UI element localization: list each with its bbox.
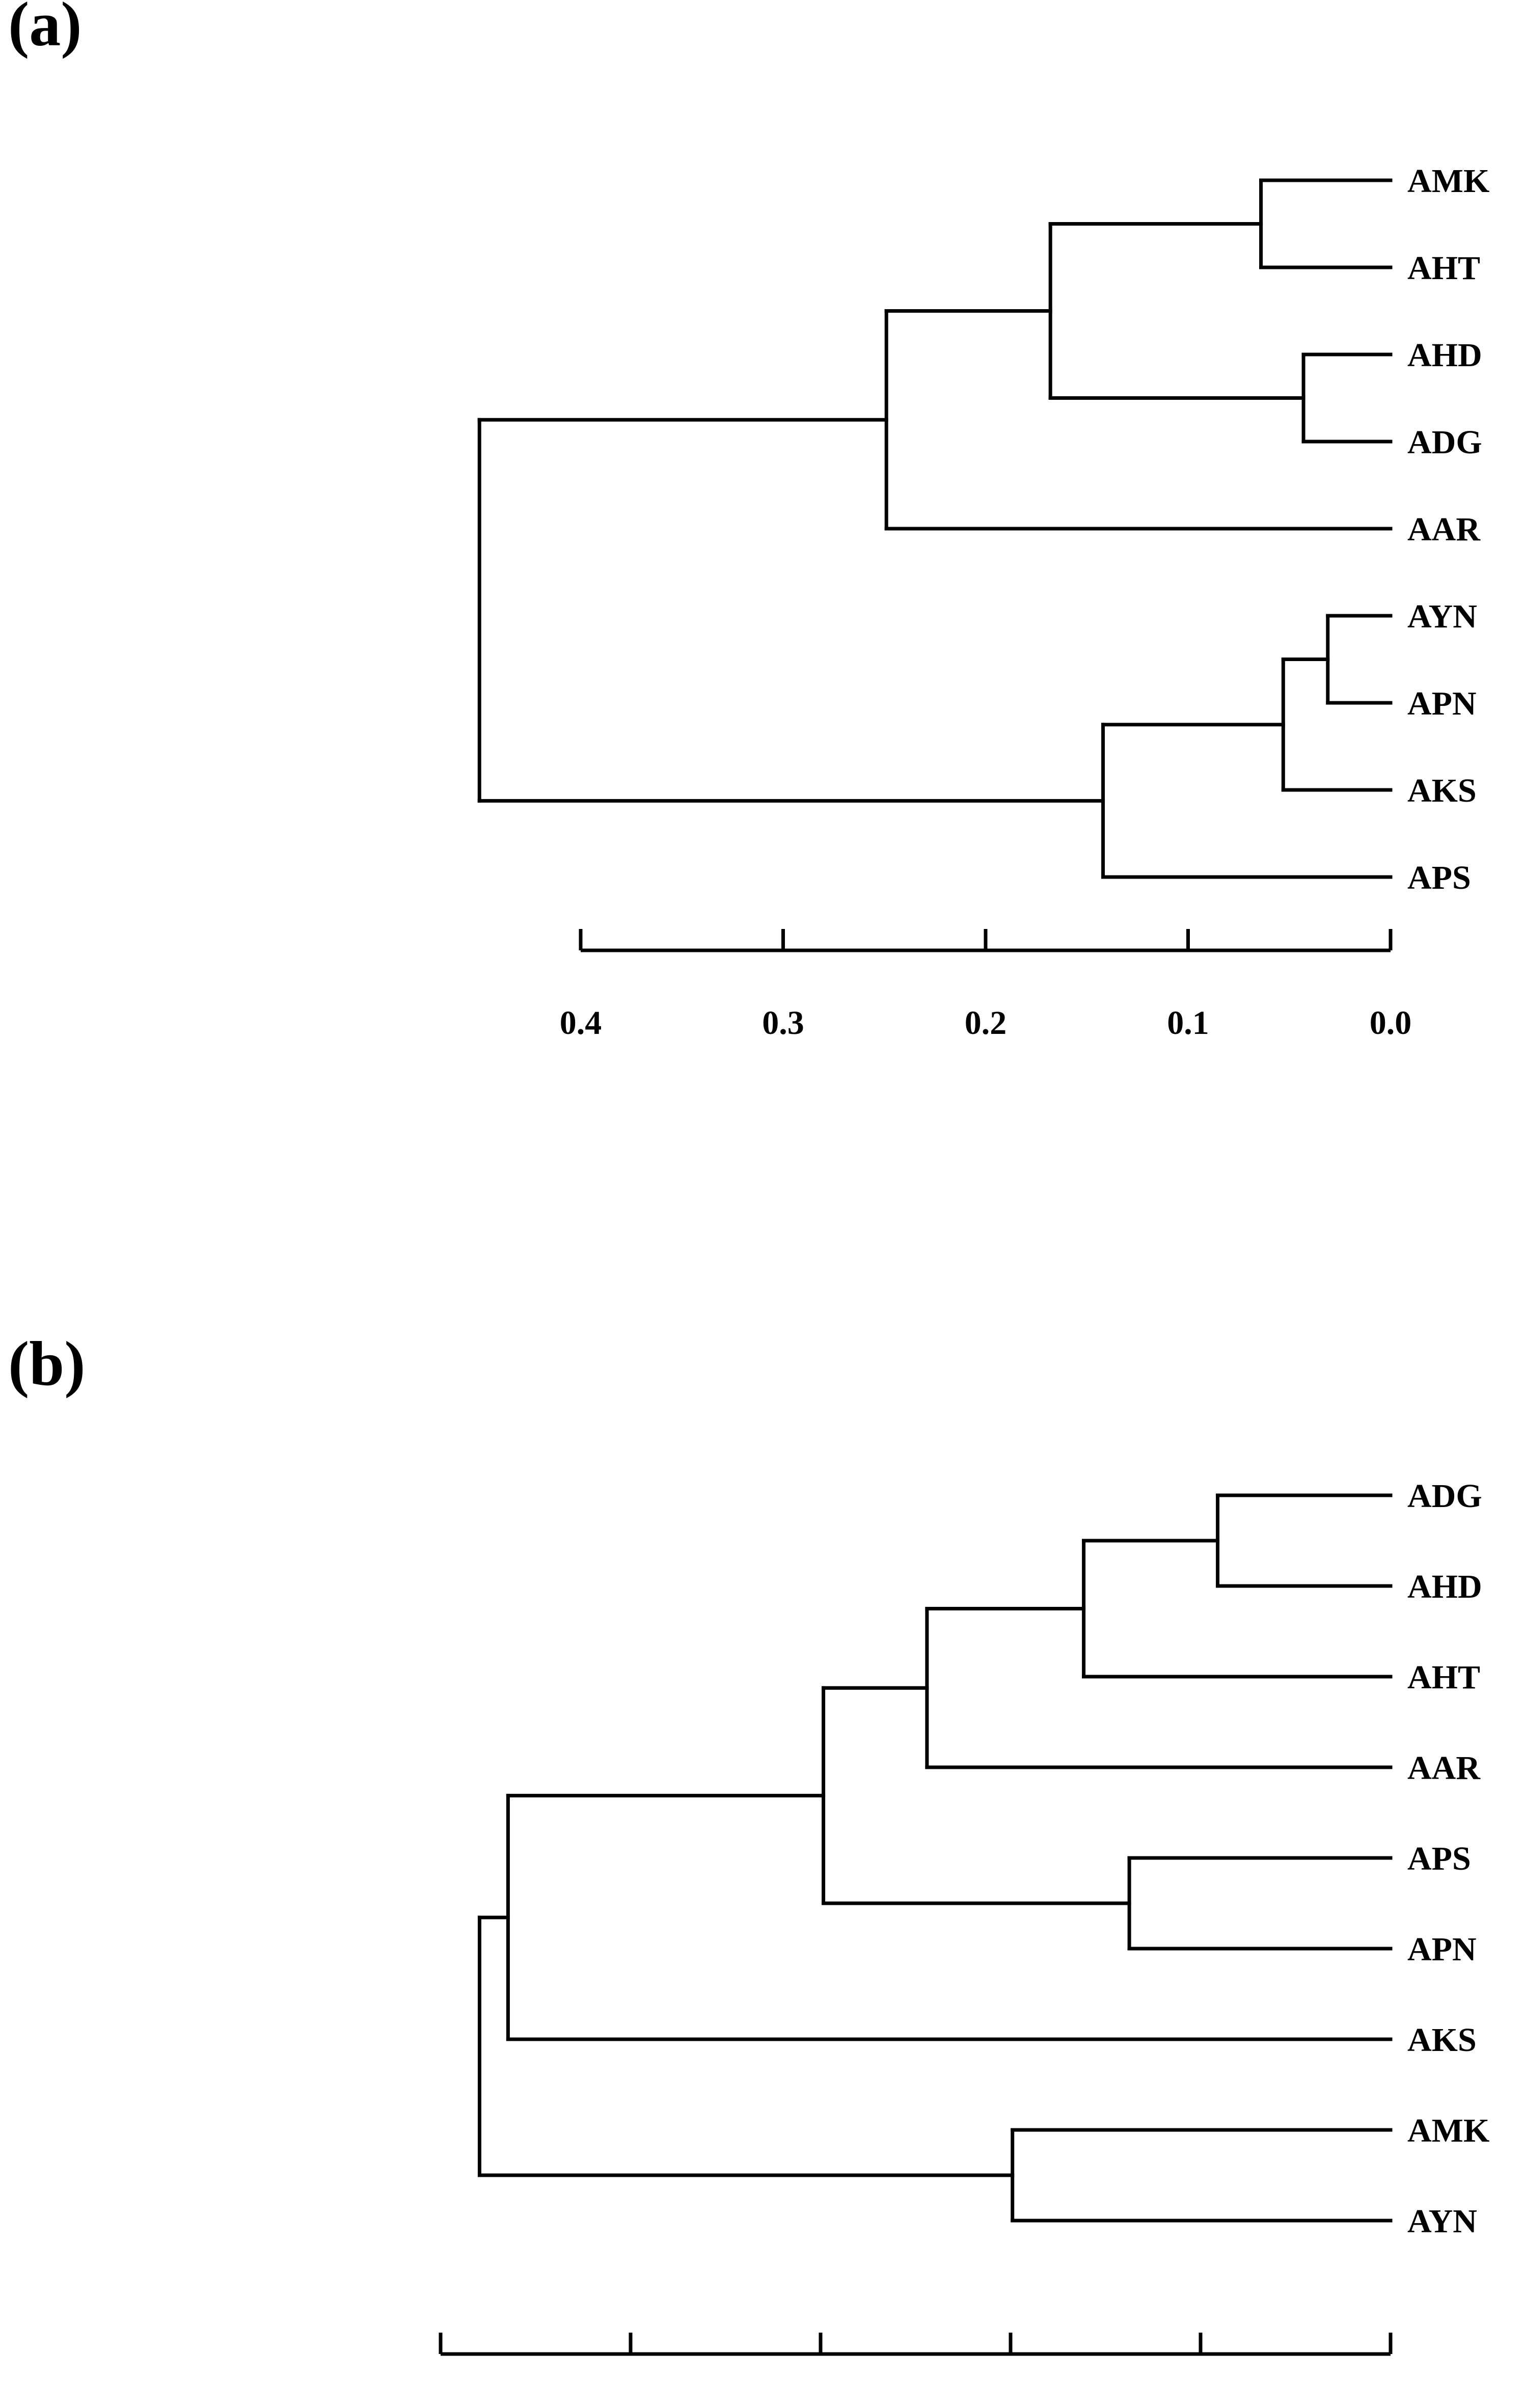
leaf-label-apn: APN	[1407, 1931, 1477, 1968]
leaf-label-aar: AAR	[1407, 511, 1481, 548]
leaf-label-amk: AMK	[1407, 162, 1489, 200]
leaf-label-adg: ADG	[1407, 1477, 1482, 1515]
leaf-label-ayn: AYN	[1407, 598, 1477, 635]
panel-a-label: (a)	[8, 0, 82, 59]
leaf-label-ahd: AHD	[1407, 337, 1482, 374]
x-tick-label-a-0: 0.4	[560, 1004, 602, 1042]
leaf-label-aht: AHT	[1407, 1659, 1480, 1696]
dendrogram-a: AMK AHT AHD ADG AAR AYN APN AKS APS 0.4 0.3 0.2 0.1 0…	[477, 162, 1489, 1042]
leaf-label-amk: AMK	[1407, 2112, 1489, 2149]
leaf-label-adg: ADG	[1407, 424, 1482, 461]
leaf-label-aps: APS	[1407, 1840, 1471, 1877]
x-tick-label-a-3: 0.1	[1167, 1004, 1209, 1042]
leaf-label-ahd: AHD	[1407, 1568, 1482, 1605]
leaf-label-ayn: AYN	[1407, 2203, 1477, 2240]
leaf-label-aks: AKS	[1407, 772, 1477, 809]
x-tick-label-a-1: 0.3	[762, 1004, 804, 1042]
x-tick-label-a-4: 0.0	[1370, 1004, 1412, 1042]
panel-b-label: (b)	[8, 1329, 86, 1399]
panel-a: (a) AMK AHT AHD ADG AAR AYN APN AKS APS 0.4 0.3 0.2…	[0, 0, 1524, 1171]
leaf-label-apn: APN	[1407, 685, 1477, 722]
leaf-label-aks: AKS	[1407, 2021, 1477, 2059]
panel-b: (b) ADGAHDAHTAARAPSAPNAKSAMKAYN100806040…	[0, 1324, 1524, 2408]
x-tick-label-a-2: 0.2	[965, 1004, 1007, 1042]
leaf-label-aar: AAR	[1407, 1749, 1481, 1787]
leaf-label-aht: AHT	[1407, 250, 1480, 287]
dendrogram-b: ADGAHDAHTAARAPSAPNAKSAMKAYN100806040200	[439, 1477, 1489, 2356]
leaf-label-aps: APS	[1407, 859, 1471, 896]
